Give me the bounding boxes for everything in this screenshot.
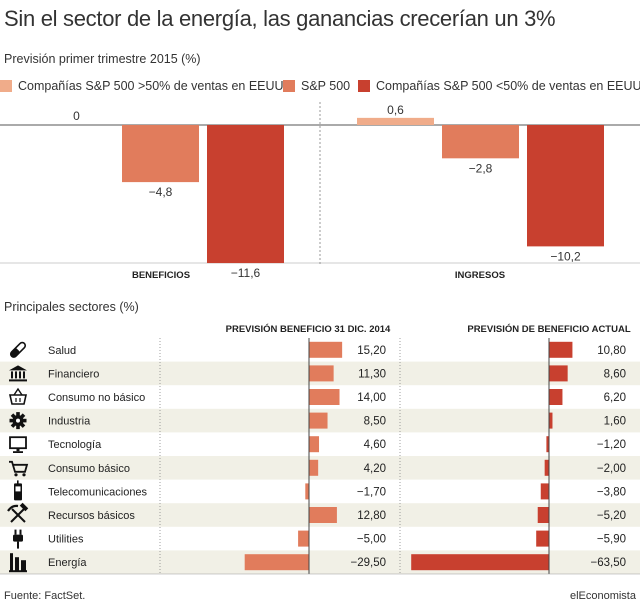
- bar-ingresos-2: [527, 125, 604, 247]
- legend-swatch-light: [0, 80, 12, 92]
- bar-current-forecast: [544, 459, 549, 476]
- value-current-forecast: 8,60: [604, 368, 626, 380]
- sector-label: Tecnología: [48, 439, 102, 451]
- legend-swatch-dark: [358, 80, 370, 92]
- monitor-icon: [9, 436, 27, 453]
- value-current-forecast: 6,20: [604, 392, 626, 404]
- bar-current-forecast: [549, 365, 568, 382]
- bar-previous-forecast: [305, 483, 309, 500]
- bar-previous-forecast: [309, 341, 343, 358]
- source-note: Fuente: FactSet.: [4, 590, 86, 602]
- sector-label: Industria: [48, 416, 91, 428]
- category-label-beneficios: BENEFICIOS: [132, 270, 190, 281]
- value-current-forecast: −5,90: [597, 534, 626, 546]
- hammer-pick-icon: [7, 502, 29, 523]
- sector-label: Telecomunicaciones: [48, 486, 148, 498]
- bar-previous-forecast: [309, 412, 328, 429]
- value-previous-forecast: 4,60: [364, 439, 386, 451]
- value-current-forecast: 10,80: [597, 345, 626, 357]
- bar-previous-forecast: [309, 389, 340, 405]
- legend-label: Compañías S&P 500 <50% de ventas en EEUU: [376, 79, 640, 93]
- value-current-forecast: −1,20: [597, 439, 626, 451]
- bar-previous-forecast: [309, 507, 337, 523]
- data-label: −10,2: [550, 249, 581, 263]
- bar-beneficios-2: [207, 125, 284, 264]
- value-previous-forecast: −5,00: [357, 534, 386, 546]
- plug-icon: [13, 529, 23, 549]
- legend-label: S&P 500: [301, 79, 351, 93]
- bank-icon: [9, 365, 27, 382]
- top-chart-subtitle: Previsión primer trimestre 2015 (%): [4, 52, 201, 66]
- legend-swatch-mid: [283, 80, 295, 92]
- data-label: −4,8: [149, 185, 173, 199]
- sector-label: Salud: [48, 345, 76, 357]
- value-current-forecast: −3,80: [597, 486, 626, 498]
- value-previous-forecast: 14,00: [357, 392, 386, 404]
- pill-icon: [9, 341, 27, 358]
- value-current-forecast: −63,50: [591, 557, 627, 569]
- bar-current-forecast: [411, 554, 549, 571]
- sector-label: Energía: [48, 557, 87, 569]
- bar-previous-forecast: [309, 459, 319, 476]
- shopping-basket-icon: [9, 387, 27, 405]
- sector-label: Financiero: [48, 368, 99, 380]
- sector-label: Consumo no básico: [48, 392, 145, 404]
- gear-icon: [9, 412, 27, 430]
- bar-current-forecast: [549, 412, 553, 429]
- mobile-phone-icon: [14, 480, 22, 501]
- bar-ingresos-1: [442, 125, 519, 159]
- top-bar-chart: 0 −4,8 −11,6 BENEFICIOS 0,6 −2,8 −10,2 INGRESOS: [0, 102, 640, 281]
- bar-previous-forecast: [244, 554, 309, 571]
- brand-logo: elEconomista: [569, 590, 636, 602]
- bar-current-forecast: [549, 341, 573, 358]
- bar-previous-forecast: [298, 530, 309, 547]
- value-previous-forecast: −1,70: [357, 486, 386, 498]
- category-label-ingresos: INGRESOS: [455, 270, 505, 281]
- chart-title: Sin el sector de la energía, las gananci…: [4, 6, 556, 31]
- data-label: 0: [73, 109, 80, 123]
- legend: Compañías S&P 500 >50% de ventas en EEUU…: [0, 78, 640, 96]
- sector-label: Utilities: [48, 534, 84, 546]
- sectors-subtitle: Principales sectores (%): [4, 300, 139, 314]
- value-previous-forecast: 11,30: [358, 368, 386, 380]
- bar-current-forecast: [549, 389, 563, 405]
- bar-beneficios-1: [122, 125, 199, 183]
- column-header-previous: PREVISIÓN BENEFICIO 31 DIC. 2014: [226, 323, 391, 335]
- data-label: −11,6: [231, 266, 261, 280]
- value-previous-forecast: 4,20: [364, 463, 386, 475]
- sector-label: Recursos básicos: [48, 510, 135, 522]
- shopping-cart-icon: [9, 460, 29, 477]
- sector-label: Consumo básico: [48, 463, 130, 475]
- value-previous-forecast: −29,50: [351, 557, 387, 569]
- bar-current-forecast: [537, 507, 549, 523]
- value-previous-forecast: 8,50: [364, 416, 386, 428]
- column-header-current: PREVISIÓN DE BENEFICIO ACTUAL: [467, 323, 630, 335]
- data-label: 0,6: [387, 103, 404, 117]
- sectors-bar-chart: PREVISIÓN BENEFICIO 31 DIC. 2014 PREVISIÓ…: [0, 323, 640, 575]
- bar-previous-forecast: [309, 365, 334, 382]
- bar-previous-forecast: [309, 436, 320, 453]
- bar-ingresos-0: [357, 117, 434, 125]
- value-previous-forecast: 12,80: [357, 510, 386, 522]
- value-previous-forecast: 15,20: [357, 345, 386, 357]
- value-current-forecast: −2,00: [597, 463, 626, 475]
- value-current-forecast: 1,60: [604, 416, 626, 428]
- bar-current-forecast: [536, 530, 549, 547]
- oil-refinery-icon: [9, 553, 27, 573]
- bar-current-forecast: [540, 483, 549, 500]
- bar-current-forecast: [546, 436, 549, 453]
- value-current-forecast: −5,20: [597, 510, 626, 522]
- data-label: −2,8: [469, 161, 493, 175]
- legend-label: Compañías S&P 500 >50% de ventas en EEUU: [18, 79, 284, 93]
